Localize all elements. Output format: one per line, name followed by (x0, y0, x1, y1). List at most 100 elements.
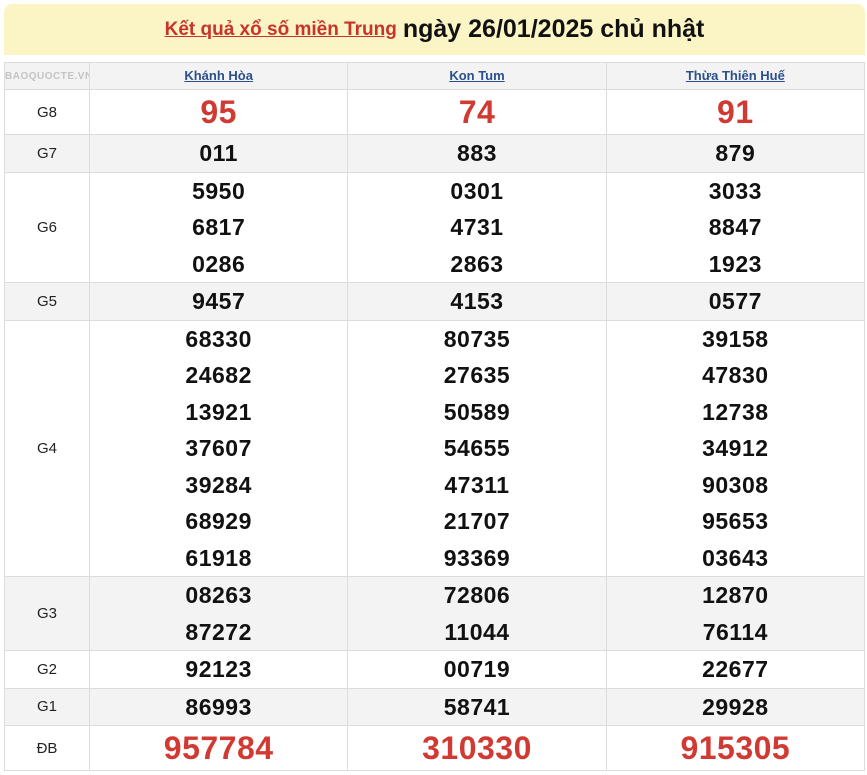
result-cell: 879 (605, 134, 866, 173)
result-number: 08263 (185, 582, 252, 608)
result-cell: 39158 47830 12738 34912 90308 95653 03643 (605, 319, 866, 577)
result-number: 310330 (422, 730, 532, 766)
results-title-bar: Kết quả xổ số miền Trung ngày 26/01/2025… (4, 4, 865, 55)
province-link[interactable]: Khánh Hòa (184, 68, 253, 83)
result-number: 61918 (185, 544, 252, 571)
prize-row: ĐB 957784 310330 915305 (4, 725, 866, 771)
result-number: 58741 (443, 693, 511, 720)
result-number: 5950 (192, 177, 246, 204)
prize-row: G6 5950 6817 0286 0301 4731 2863 3033 8847 1923 (4, 171, 866, 283)
result-number: 12870 (702, 582, 769, 608)
result-number: 27635 (443, 362, 511, 388)
result-cell: 29928 (605, 687, 866, 726)
result-number: 54655 (443, 435, 511, 461)
result-cell: 95 (88, 89, 349, 135)
result-number: 50589 (443, 398, 511, 425)
result-cell: 0301 4731 2863 (347, 171, 607, 283)
result-number: 883 (457, 140, 497, 166)
prize-label: G5 (4, 282, 90, 321)
prize-label: G4 (4, 319, 90, 577)
result-cell: 80735 27635 50589 54655 47311 21707 93369 (347, 319, 607, 577)
result-number: 4153 (450, 288, 504, 314)
prize-label: G1 (4, 687, 90, 726)
province-header: Kon Tum (347, 62, 607, 90)
result-number: 6817 (192, 214, 246, 240)
result-number: 8847 (708, 214, 762, 240)
result-cell: 957784 (88, 725, 349, 771)
result-number: 3033 (708, 177, 762, 204)
result-number: 21707 (443, 508, 511, 534)
result-number: 2863 (450, 250, 504, 277)
result-cell: 00719 (347, 650, 607, 689)
draw-date: ngày 26/01/2025 chủ nhật (402, 15, 705, 43)
result-cell: 22677 (605, 650, 866, 689)
result-cell: 9457 (88, 282, 349, 321)
result-number: 00719 (443, 656, 511, 682)
result-cell: 883 (347, 134, 607, 173)
result-number: 9457 (192, 288, 246, 314)
mien-trung-results-link[interactable]: Kết quả xổ số miền Trung (164, 18, 397, 40)
result-number: 03643 (702, 544, 769, 571)
result-number: 68330 (185, 325, 252, 352)
result-cell: 310330 (347, 725, 607, 771)
prize-row: G3 08263 87272 72806 11044 12870 76114 (4, 576, 866, 651)
result-number: 95653 (702, 508, 769, 534)
prize-label: G6 (4, 171, 90, 283)
result-number: 86993 (185, 693, 252, 720)
result-number: 37607 (185, 435, 252, 461)
corner-cell: BAOQUOCTE.VN (4, 62, 90, 90)
prize-label: ĐB (4, 725, 90, 771)
result-cell: 58741 (347, 687, 607, 726)
result-cell: 68330 24682 13921 37607 39284 68929 61918 (88, 319, 349, 577)
prize-row: G2 92123 00719 22677 (4, 650, 866, 689)
result-number: 87272 (185, 618, 252, 645)
result-number: 34912 (702, 435, 769, 461)
prize-row: G4 68330 24682 13921 37607 39284 68929 61918 807… (4, 319, 866, 577)
prize-row: G1 86993 58741 29928 (4, 687, 866, 726)
result-number: 0577 (708, 288, 762, 314)
province-link[interactable]: Thừa Thiên Huế (685, 68, 785, 83)
result-cell: 08263 87272 (88, 576, 349, 651)
prize-label: G7 (4, 134, 90, 173)
result-number: 0286 (192, 250, 246, 277)
result-cell: 3033 8847 1923 (605, 171, 866, 283)
result-number: 72806 (443, 582, 511, 608)
result-number: 011 (199, 140, 238, 166)
province-header-row: BAOQUOCTE.VN Khánh Hòa Kon Tum Thừa Thiên H… (4, 62, 866, 90)
result-cell: 91 (605, 89, 866, 135)
prize-label: G8 (4, 89, 90, 135)
result-number: 93369 (443, 544, 511, 571)
result-number: 29928 (702, 693, 769, 720)
result-number: 95 (200, 94, 237, 130)
result-cell: 92123 (88, 650, 349, 689)
result-number: 91 (717, 94, 754, 130)
province-link[interactable]: Kon Tum (449, 68, 505, 83)
result-number: 0301 (450, 177, 504, 204)
result-number: 22677 (702, 656, 769, 682)
result-number: 47311 (444, 471, 510, 498)
result-number: 76114 (702, 618, 768, 645)
result-number: 13921 (185, 398, 252, 425)
result-number: 90308 (702, 471, 769, 498)
result-cell: 5950 6817 0286 (88, 171, 349, 283)
result-number: 12738 (702, 398, 769, 425)
result-number: 92123 (185, 656, 252, 682)
result-cell: 12870 76114 (605, 576, 866, 651)
result-number: 68929 (185, 508, 252, 534)
result-number: 1923 (708, 250, 762, 277)
result-cell: 74 (347, 89, 607, 135)
result-number: 80735 (443, 325, 511, 352)
result-number: 957784 (163, 730, 274, 766)
result-number: 39284 (185, 471, 252, 498)
result-cell: 915305 (605, 725, 866, 771)
prize-label: G3 (4, 576, 90, 651)
prize-row: G8 95 74 91 (4, 89, 866, 135)
results-table: BAOQUOCTE.VN Khánh Hòa Kon Tum Thừa Thiên H… (4, 62, 866, 771)
result-number: 915305 (680, 730, 791, 766)
watermark: BAOQUOCTE.VN (5, 70, 89, 82)
result-number: 11044 (444, 618, 510, 645)
result-cell: 86993 (88, 687, 349, 726)
result-cell: 011 (88, 134, 349, 173)
prize-row: G5 9457 4153 0577 (4, 282, 866, 321)
result-number: 47830 (702, 362, 769, 388)
